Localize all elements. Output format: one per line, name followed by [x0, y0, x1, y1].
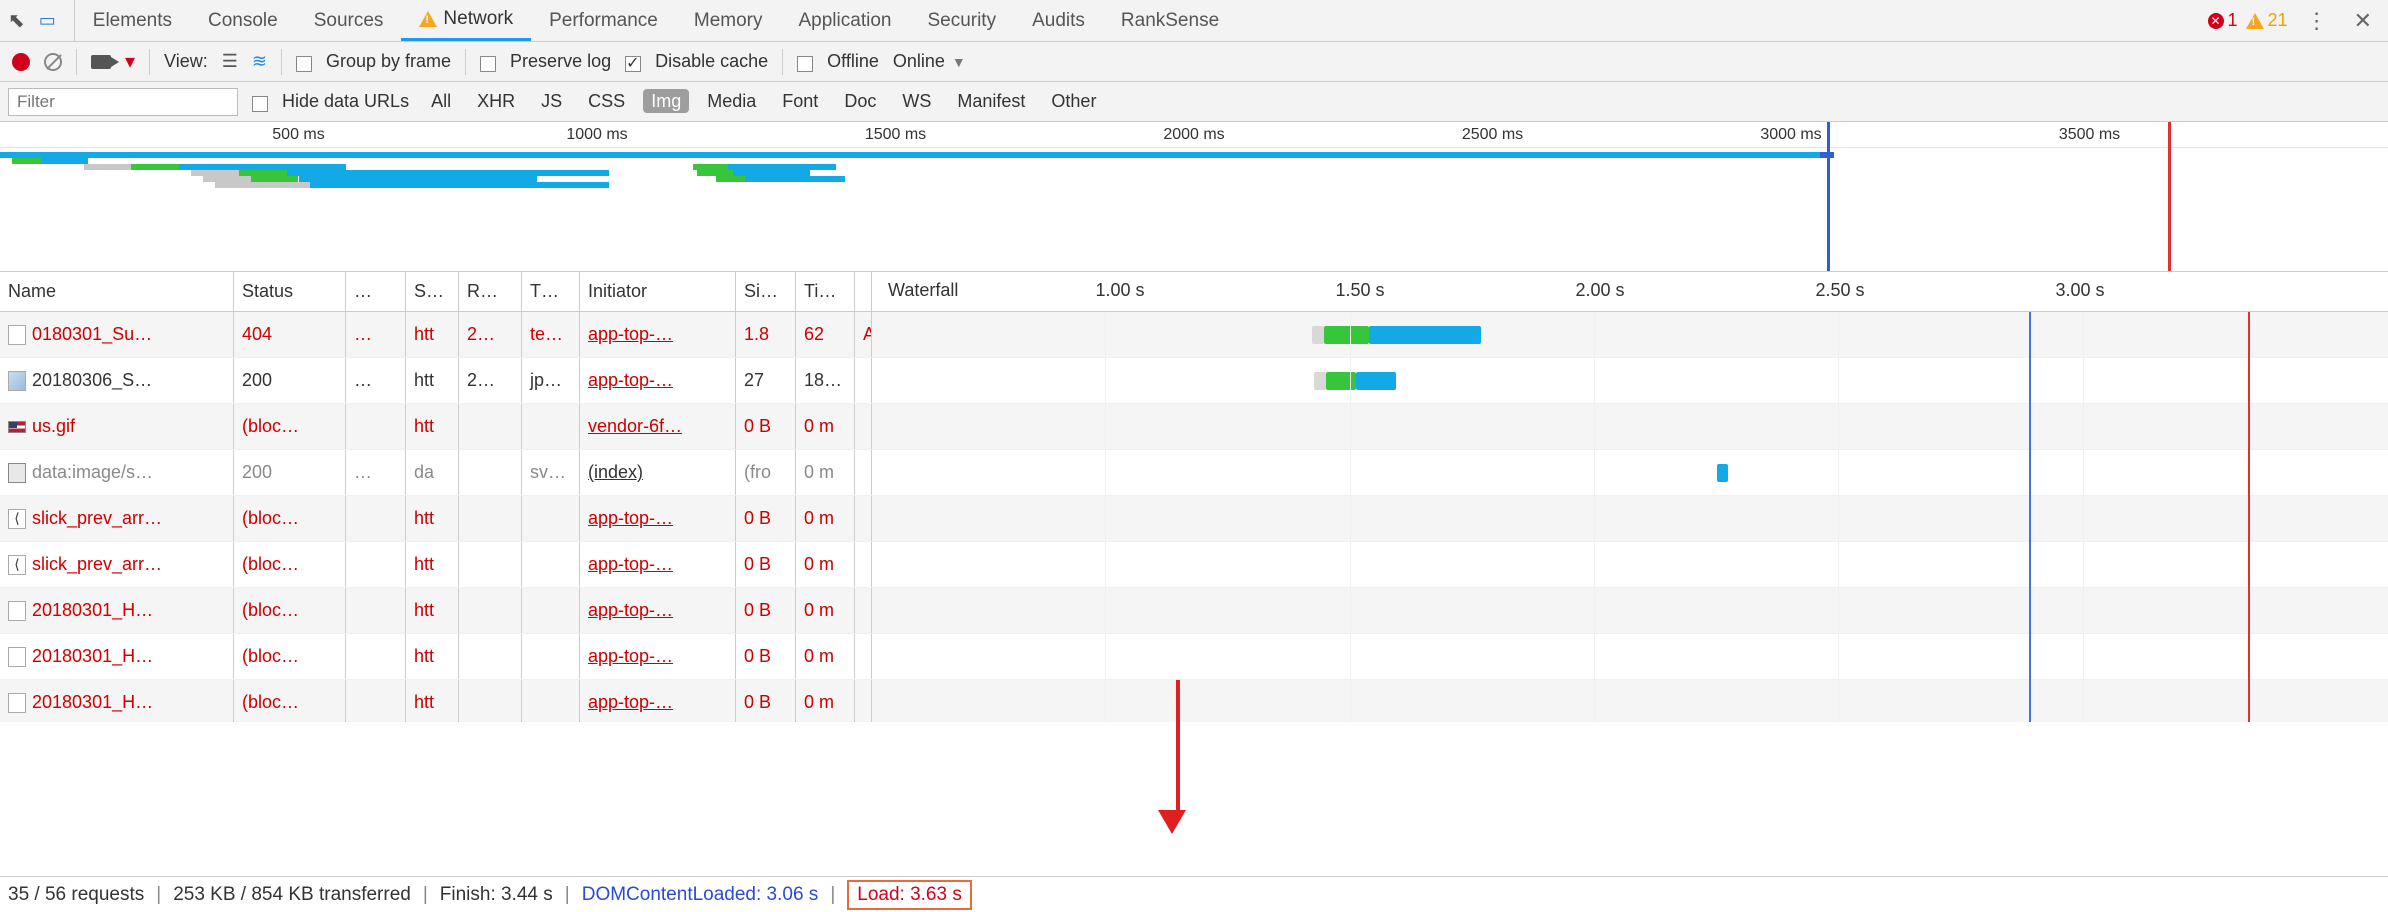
file-type-icon — [8, 325, 26, 345]
col-initiator[interactable]: Initiator — [580, 272, 736, 311]
network-toolbar: ▾ View: ☰ ≋ Group by frame Preserve log … — [0, 42, 2388, 82]
warning-icon — [419, 11, 437, 27]
error-count[interactable]: ✕1 — [2208, 10, 2238, 31]
filter-type-all[interactable]: All — [423, 89, 459, 113]
close-icon[interactable]: ✕ — [2346, 8, 2380, 34]
filter-type-other[interactable]: Other — [1043, 89, 1104, 113]
table-row[interactable]: 20180301_H…(bloc…httapp-top-…0 B0 m — [0, 588, 2388, 634]
status-domcontentloaded: DOMContentLoaded: 3.06 s — [582, 884, 819, 906]
tab-performance[interactable]: Performance — [531, 0, 676, 41]
table-row[interactable]: ⟨slick_prev_arr…(bloc…httapp-top-…0 B0 m — [0, 496, 2388, 542]
clear-button[interactable] — [44, 53, 62, 71]
table-row[interactable]: us.gif(bloc…httvendor-6f…0 B0 m — [0, 404, 2388, 450]
file-type-icon: ⟨ — [8, 555, 26, 575]
large-rows-icon[interactable]: ☰ — [222, 51, 238, 72]
view-label: View: — [164, 51, 208, 72]
hide-data-urls-checkbox[interactable] — [252, 96, 268, 112]
group-by-frame-label: Group by frame — [326, 51, 451, 72]
waterfall-view-icon[interactable]: ≋ — [252, 51, 267, 72]
table-row[interactable]: data:image/s…200…dasv…(index)(fro0 m — [0, 450, 2388, 496]
col-time[interactable]: Ti… — [796, 272, 855, 311]
col-status[interactable]: Status — [234, 272, 346, 311]
filter-icon[interactable]: ▾ — [125, 49, 135, 74]
col-scheme[interactable]: S… — [406, 272, 459, 311]
filter-bar: Hide data URLs All XHR JS CSS Img Media … — [0, 82, 2388, 122]
tab-elements[interactable]: Elements — [75, 0, 190, 41]
tab-sources[interactable]: Sources — [296, 0, 402, 41]
col-type[interactable]: T… — [522, 272, 580, 311]
tab-ranksense[interactable]: RankSense — [1103, 0, 1237, 41]
status-finish: Finish: 3.44 s — [440, 884, 553, 906]
col-domain[interactable]: … — [346, 272, 406, 311]
file-type-icon — [8, 371, 26, 391]
filter-type-img[interactable]: Img — [643, 89, 689, 113]
filter-type-ws[interactable]: WS — [894, 89, 939, 113]
more-menu-icon[interactable]: ⋮ — [2296, 8, 2338, 34]
tab-console[interactable]: Console — [190, 0, 296, 41]
devtools-tabs-bar: ⬉ ▭ ElementsConsoleSourcesNetworkPerform… — [0, 0, 2388, 42]
file-type-icon: ⟨ — [8, 509, 26, 529]
status-requests: 35 / 56 requests — [8, 884, 144, 906]
record-button[interactable] — [12, 53, 30, 71]
warning-count[interactable]: 21 — [2246, 10, 2288, 31]
preserve-log-label: Preserve log — [510, 51, 611, 72]
col-size[interactable]: Si… — [736, 272, 796, 311]
disable-cache-label: Disable cache — [655, 51, 768, 72]
status-transferred: 253 KB / 854 KB transferred — [173, 884, 411, 906]
filter-type-font[interactable]: Font — [774, 89, 826, 113]
status-load: Load: 3.63 s — [847, 880, 972, 910]
filter-type-xhr[interactable]: XHR — [469, 89, 523, 113]
overview-timeline[interactable]: 500 ms1000 ms1500 ms2000 ms2500 ms3000 m… — [0, 122, 2388, 272]
filter-type-css[interactable]: CSS — [580, 89, 633, 113]
file-type-icon — [8, 693, 26, 713]
filter-type-doc[interactable]: Doc — [836, 89, 884, 113]
screenshot-icon[interactable] — [91, 55, 111, 69]
status-bar: 35 / 56 requests | 253 KB / 854 KB trans… — [0, 876, 2388, 912]
file-type-icon — [8, 601, 26, 621]
tab-application[interactable]: Application — [781, 0, 910, 41]
col-name[interactable]: Name — [0, 272, 234, 311]
table-row[interactable]: 20180301_H…(bloc…httapp-top-…0 B0 m — [0, 680, 2388, 722]
tab-memory[interactable]: Memory — [676, 0, 781, 41]
throttling-select[interactable]: Online ▼ — [893, 51, 966, 72]
inspect-icon[interactable]: ⬉ — [8, 8, 25, 33]
filter-type-manifest[interactable]: Manifest — [949, 89, 1033, 113]
col-remote[interactable]: R… — [459, 272, 522, 311]
group-by-frame-checkbox[interactable] — [296, 56, 312, 72]
table-row[interactable]: 20180306_S…200…htt2…jp…app-top-…2718… — [0, 358, 2388, 404]
filter-input[interactable] — [8, 88, 238, 116]
tab-audits[interactable]: Audits — [1014, 0, 1103, 41]
file-type-icon — [8, 463, 26, 483]
tab-network[interactable]: Network — [401, 0, 531, 41]
preserve-log-checkbox[interactable] — [480, 56, 496, 72]
file-type-icon — [8, 647, 26, 667]
hide-data-urls-label: Hide data URLs — [282, 91, 409, 112]
offline-checkbox[interactable] — [797, 56, 813, 72]
table-row[interactable]: ⟨slick_prev_arr…(bloc…httapp-top-…0 B0 m — [0, 542, 2388, 588]
request-table: 0180301_Su…404…htt2…te…app-top-…1.862A20… — [0, 312, 2388, 722]
disable-cache-checkbox[interactable] — [625, 56, 641, 72]
col-waterfall[interactable]: Waterfall1.00 s1.50 s2.00 s2.50 s3.00 s — [872, 272, 2388, 311]
offline-label: Offline — [827, 51, 879, 72]
col-spacer — [855, 272, 872, 311]
file-type-icon — [8, 421, 26, 433]
device-toggle-icon[interactable]: ▭ — [39, 10, 56, 31]
table-row[interactable]: 0180301_Su…404…htt2…te…app-top-…1.862A — [0, 312, 2388, 358]
table-header: Name Status … S… R… T… Initiator Si… Ti…… — [0, 272, 2388, 312]
filter-type-media[interactable]: Media — [699, 89, 764, 113]
tab-security[interactable]: Security — [909, 0, 1014, 41]
table-row[interactable]: 20180301_H…(bloc…httapp-top-…0 B0 m — [0, 634, 2388, 680]
filter-type-js[interactable]: JS — [533, 89, 570, 113]
